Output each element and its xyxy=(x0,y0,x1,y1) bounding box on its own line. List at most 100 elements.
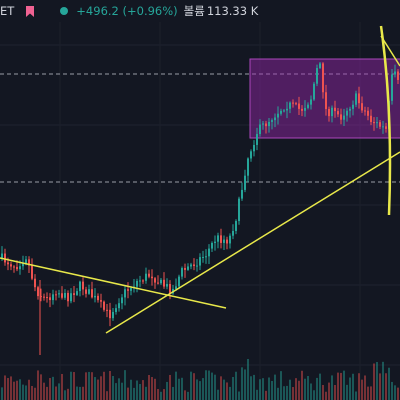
volume-bar xyxy=(97,379,99,400)
candle-body xyxy=(250,151,252,159)
volume-bar xyxy=(289,379,291,400)
volume-bar xyxy=(40,374,42,400)
candle-body xyxy=(376,122,378,124)
candle-body xyxy=(391,74,393,101)
volume-bar xyxy=(286,385,288,400)
candle-body xyxy=(19,266,21,270)
candle-body xyxy=(304,107,306,111)
candle-body xyxy=(232,230,234,236)
volume-bar xyxy=(52,376,54,400)
candle-body xyxy=(373,122,375,124)
volume-bar xyxy=(397,387,399,400)
candle-body xyxy=(190,264,192,267)
volume-bar xyxy=(31,385,33,400)
candle-body xyxy=(130,288,132,291)
candle-body xyxy=(154,278,156,283)
volume-bar xyxy=(169,374,171,400)
candle-body xyxy=(169,284,171,294)
volume-bar xyxy=(7,378,9,400)
candle-body xyxy=(235,221,237,231)
volume-bar xyxy=(103,371,105,400)
volume-bar xyxy=(157,389,159,400)
candle-body xyxy=(271,120,273,122)
candle-body xyxy=(364,110,366,112)
candle-body xyxy=(52,294,54,301)
candle-body xyxy=(379,122,381,127)
candle-body xyxy=(31,265,33,279)
volume-bar xyxy=(247,358,249,400)
candle-body xyxy=(322,63,324,93)
volume-bar xyxy=(73,372,75,400)
volume-bar xyxy=(205,370,207,400)
candle-body xyxy=(268,121,270,127)
volume-bar xyxy=(199,381,201,400)
candle-body xyxy=(85,289,87,294)
volume-bar xyxy=(304,378,306,400)
candle-body xyxy=(55,294,57,296)
volume-bar xyxy=(193,373,195,400)
volume-bar xyxy=(268,377,270,400)
volume-bar xyxy=(202,378,204,400)
volume-bar xyxy=(94,377,96,400)
candle-body xyxy=(127,289,129,291)
volume-value: 113.33 K xyxy=(206,4,259,18)
flag-icon[interactable] xyxy=(26,5,35,17)
volume-bar xyxy=(250,376,252,400)
volume-bar xyxy=(385,373,387,400)
volume-bar xyxy=(181,377,183,400)
volume-bar xyxy=(295,378,297,400)
candle-body xyxy=(136,280,138,287)
candle-body xyxy=(49,297,51,301)
candle-body xyxy=(244,175,246,190)
candle-body xyxy=(352,104,354,109)
volume-bar xyxy=(55,386,57,400)
volume-bar xyxy=(391,381,393,400)
volume-bar xyxy=(34,387,36,400)
volume-bar xyxy=(187,391,189,400)
candle-body xyxy=(88,289,90,294)
candle-body xyxy=(301,108,303,111)
candle-body xyxy=(40,296,42,298)
volume-label: 볼륨 xyxy=(183,4,205,18)
volume-bar xyxy=(280,371,282,400)
candle-body xyxy=(112,311,114,319)
volume-bar xyxy=(292,387,294,400)
volume-bar xyxy=(178,378,180,400)
volume-bar xyxy=(46,386,48,400)
volume-bar xyxy=(217,389,219,400)
candle-body xyxy=(94,295,96,298)
volume-bar xyxy=(127,387,129,400)
volume-bar xyxy=(238,391,240,400)
volume-bar xyxy=(133,387,135,400)
symbol-label[interactable]: ET xyxy=(0,4,15,18)
candle-body xyxy=(22,263,24,267)
volume-bar xyxy=(190,371,192,400)
candle-body xyxy=(220,235,222,243)
candle-body xyxy=(109,309,111,319)
candle-body xyxy=(202,256,204,258)
volume-bar xyxy=(166,381,168,400)
volume-bar xyxy=(19,379,21,400)
candle-body xyxy=(397,71,399,80)
candle-body xyxy=(340,114,342,120)
candle-body xyxy=(286,108,288,111)
candle-body xyxy=(277,113,279,118)
volume-bar xyxy=(382,361,384,400)
candle-body xyxy=(100,300,102,302)
candle-body xyxy=(310,99,312,105)
candle-body xyxy=(7,262,9,265)
volume-bar xyxy=(184,390,186,400)
candle-body xyxy=(325,92,327,110)
candle-body xyxy=(97,295,99,301)
candle-body xyxy=(358,93,360,104)
volume-bar xyxy=(4,375,6,400)
candle-body xyxy=(160,279,162,284)
candle-body xyxy=(349,108,351,111)
candle-body xyxy=(67,292,69,302)
volume-bar xyxy=(235,371,237,400)
candle-body xyxy=(355,93,357,105)
candle-body xyxy=(193,264,195,267)
volume-bar xyxy=(118,378,120,400)
volume-bar xyxy=(106,391,108,400)
